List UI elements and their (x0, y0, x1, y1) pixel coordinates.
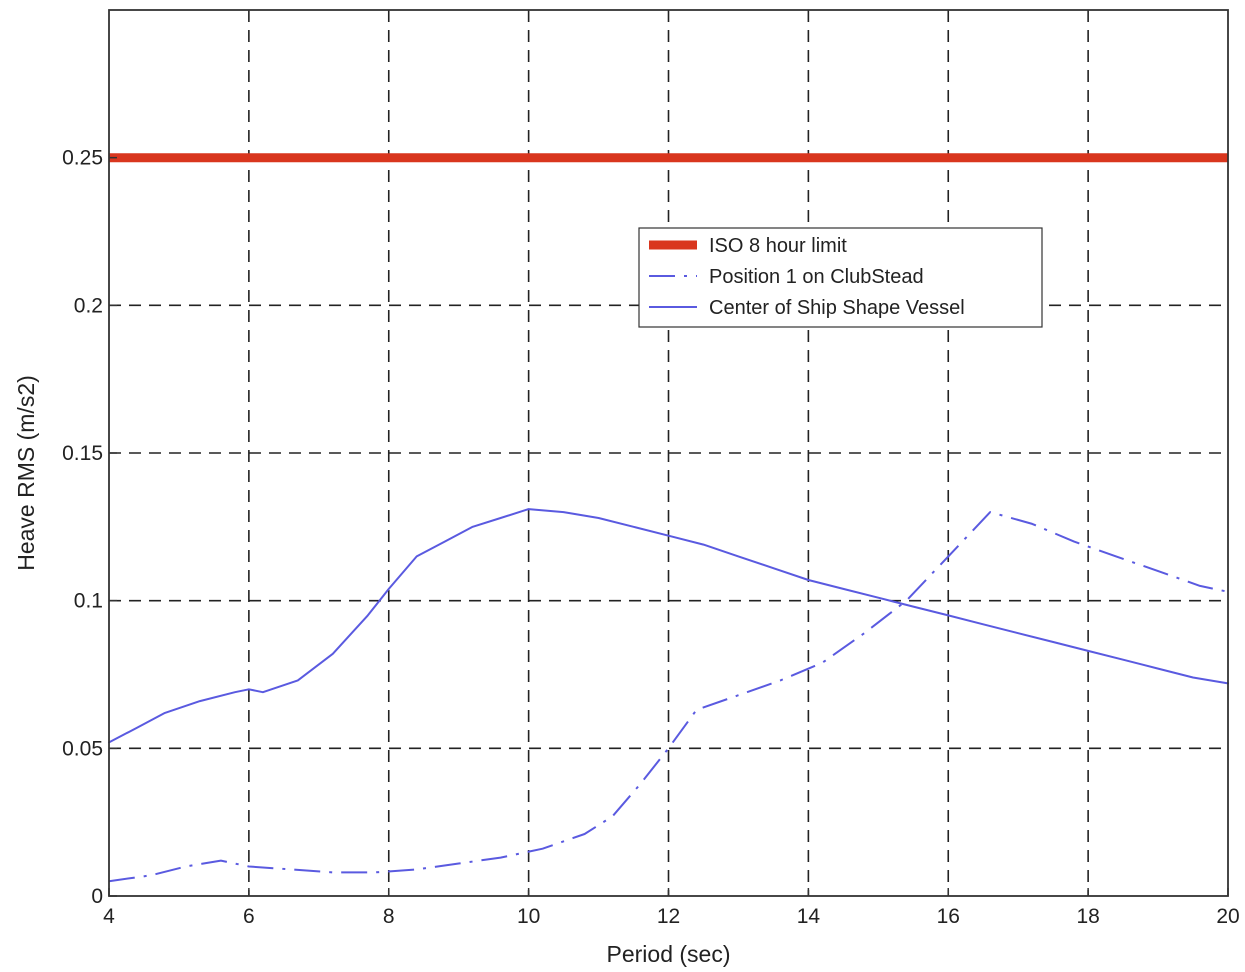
x-axis-label: Period (sec) (607, 941, 731, 967)
y-tick-label: 0.2 (74, 294, 103, 317)
y-axis-label: Heave RMS (m/s2) (13, 375, 39, 571)
x-tick-label: 14 (797, 905, 821, 928)
series-line-3 (108, 508, 1229, 744)
x-tick-label: 16 (937, 905, 960, 928)
y-tick-label: 0.25 (62, 147, 103, 170)
tick-labels: 4 6 8 10 12 14 16 18 20 0 0.05 0.1 0.15 0.2 0.25 (62, 147, 1240, 928)
y-tick-label: 0 (91, 885, 103, 908)
series-line-2 (108, 511, 1229, 883)
y-tick-label: 0.1 (74, 590, 103, 613)
x-tick-label: 12 (657, 905, 680, 928)
legend-label: ISO 8 hour limit (709, 235, 847, 257)
legend-label: Center of Ship Shape Vessel (709, 297, 965, 319)
x-tick-label: 8 (383, 905, 395, 928)
x-tick-label: 18 (1076, 905, 1099, 928)
y-tick-label: 0.05 (62, 737, 103, 760)
x-tick-label: 6 (243, 905, 255, 928)
legend: ISO 8 hour limit Position 1 on ClubStead C… (638, 227, 1043, 328)
legend-box (638, 227, 1043, 328)
x-tick-label: 20 (1216, 905, 1239, 928)
series-layer (108, 153, 1229, 883)
x-tick-label: 4 (103, 905, 115, 928)
x-tick-label: 10 (517, 905, 540, 928)
legend-label: Position 1 on ClubStead (709, 266, 924, 288)
y-tick-label: 0.15 (62, 442, 103, 465)
ticks (108, 156, 1229, 897)
